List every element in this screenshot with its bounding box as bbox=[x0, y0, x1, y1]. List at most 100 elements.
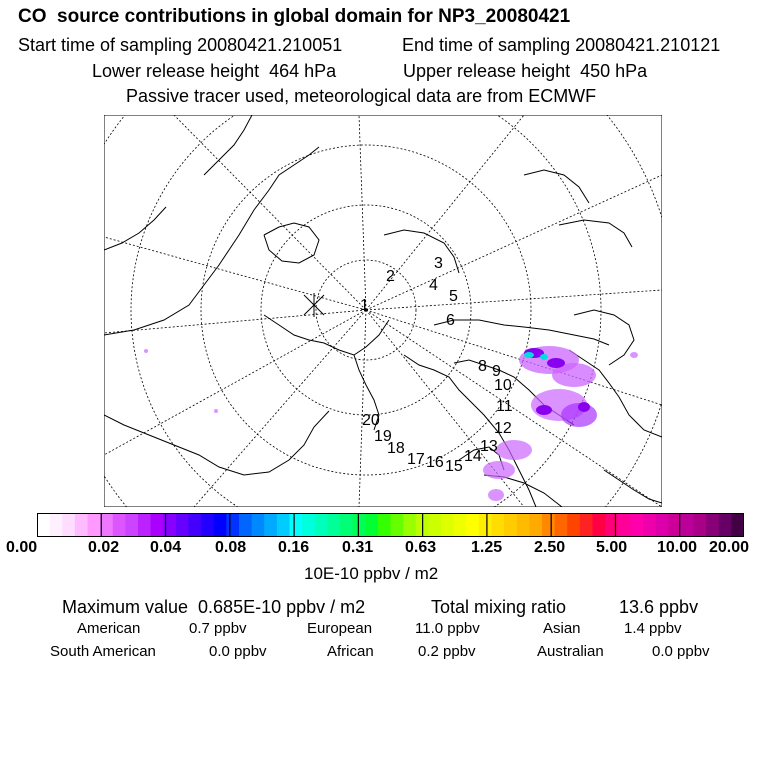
colorbar-swatch bbox=[466, 513, 480, 537]
region-south-american-value: 0.0 ppbv bbox=[209, 643, 267, 660]
colorbar-swatch bbox=[441, 513, 455, 537]
colorbar-swatch bbox=[706, 513, 720, 537]
colorbar-swatch bbox=[74, 513, 89, 537]
colorbar-tick-label: 0.08 bbox=[215, 539, 247, 556]
colorbar-swatch bbox=[150, 513, 164, 537]
colorbar-swatch bbox=[504, 513, 518, 537]
region-australian-value: 0.0 ppbv bbox=[652, 643, 710, 660]
colorbar-swatch bbox=[163, 513, 177, 537]
colorbar-tick-label: 2.50 bbox=[534, 539, 566, 556]
colorbar-tick-label: 0.02 bbox=[88, 539, 120, 556]
colorbar-swatch bbox=[403, 513, 417, 537]
colorbar-swatch bbox=[188, 513, 202, 537]
colorbar-swatch bbox=[112, 513, 126, 537]
trajectory-label: 6 bbox=[446, 312, 455, 329]
trajectory-label: 13 bbox=[480, 438, 498, 455]
colorbar-swatch bbox=[453, 513, 467, 537]
trajectory-label: 5 bbox=[449, 288, 458, 305]
region-south-american-name: South American bbox=[50, 643, 156, 660]
map-frame bbox=[104, 115, 662, 507]
colorbar-tick-label: 0.63 bbox=[405, 539, 437, 556]
colorbar-swatch bbox=[579, 513, 594, 537]
colorbar-swatch bbox=[138, 513, 152, 537]
trajectory-label: 2 bbox=[386, 268, 395, 285]
trajectory-label: 17 bbox=[407, 451, 425, 468]
colorbar-swatch bbox=[617, 513, 631, 537]
colorbar-swatch bbox=[605, 513, 619, 537]
colorbar-swatch bbox=[49, 513, 63, 537]
colorbar-tick-label: 5.00 bbox=[596, 539, 628, 556]
colorbar-swatch bbox=[668, 513, 682, 537]
colorbar-swatch bbox=[314, 513, 328, 537]
colorbar-swatch bbox=[125, 513, 139, 537]
region-african-name: African bbox=[327, 643, 374, 660]
colorbar-border bbox=[37, 513, 744, 537]
trajectory-label: 11 bbox=[496, 398, 513, 415]
tracer-note: Passive tracer used, meteorological data… bbox=[126, 86, 597, 106]
colorbar-swatch bbox=[428, 513, 442, 537]
colorbar-swatch bbox=[478, 513, 493, 537]
colorbar-swatch bbox=[62, 513, 76, 537]
colorbar-tick-label: 0.04 bbox=[150, 539, 182, 556]
colorbar-swatch bbox=[175, 513, 190, 537]
colorbar-swatch bbox=[516, 513, 530, 537]
colorbar-swatch bbox=[529, 513, 543, 537]
colorbar-swatch bbox=[377, 513, 392, 537]
colorbar-swatch bbox=[352, 513, 366, 537]
region-asian-name: Asian bbox=[543, 620, 581, 637]
trajectory-label: 3 bbox=[434, 255, 443, 272]
colorbar-swatch bbox=[718, 513, 732, 537]
colorbar-swatch bbox=[643, 513, 657, 537]
region-asian-value: 1.4 ppbv bbox=[624, 620, 682, 637]
colorbar-swatch bbox=[340, 513, 354, 537]
colorbar-tick-label: 10.00 bbox=[657, 539, 698, 556]
colorbar-units: 10E-10 ppbv / m2 bbox=[304, 564, 439, 583]
region-african-value: 0.2 ppbv bbox=[418, 643, 476, 660]
release-site-marker bbox=[303, 293, 325, 317]
colorbar-swatch bbox=[37, 513, 51, 537]
page-title: CO source contributions in global domain… bbox=[18, 6, 571, 27]
colorbar-swatch bbox=[226, 513, 240, 537]
colorbar-swatch bbox=[731, 513, 744, 537]
colorbar-swatch bbox=[276, 513, 291, 537]
colorbar-tick-label: 0.16 bbox=[278, 539, 310, 556]
colorbar-tick-label: 1.25 bbox=[471, 539, 503, 556]
colorbar-swatch bbox=[87, 513, 101, 537]
trajectory-label: 8 bbox=[478, 358, 487, 375]
colorbar-swatch bbox=[592, 513, 606, 537]
colorbar-tick-label: 0.00 bbox=[6, 539, 38, 556]
colorbar-swatch bbox=[100, 513, 114, 537]
trajectory-label: 1 bbox=[360, 297, 369, 314]
colorbar-swatch bbox=[213, 513, 227, 537]
colorbar-tick-label: 20.00 bbox=[709, 539, 750, 556]
maximum-value: Maximum value 0.685E-10 ppbv / m2 bbox=[62, 597, 366, 617]
colorbar-swatch bbox=[542, 513, 556, 537]
colorbar-tick-label: 0.31 bbox=[342, 539, 374, 556]
colorbar bbox=[37, 513, 744, 537]
trajectory-label: 19 bbox=[374, 428, 392, 445]
lower-release-height: Lower release height 464 hPa bbox=[92, 61, 337, 81]
coastlines bbox=[104, 115, 662, 507]
co-plume bbox=[144, 346, 638, 501]
region-european-value: 11.0 ppbv bbox=[415, 620, 480, 637]
upper-release-height: Upper release height 450 hPa bbox=[403, 61, 648, 81]
colorbar-swatch bbox=[201, 513, 215, 537]
trajectory-label: 4 bbox=[429, 277, 438, 294]
colorbar-swatch bbox=[630, 513, 644, 537]
trajectory-label: 20 bbox=[362, 412, 380, 429]
colorbar-swatch bbox=[289, 513, 303, 537]
trajectory-label: 18 bbox=[387, 440, 405, 457]
trajectory-label: 12 bbox=[494, 420, 512, 437]
region-american-name: American bbox=[77, 620, 141, 637]
colorbar-swatch bbox=[365, 513, 379, 537]
region-australian-name: Australian bbox=[537, 643, 604, 660]
colorbar-swatch bbox=[302, 513, 316, 537]
colorbar-swatch bbox=[251, 513, 265, 537]
end-time: End time of sampling 20080421.210121 bbox=[402, 35, 721, 55]
trajectory-label: 10 bbox=[494, 377, 512, 394]
trajectory-label: 14 bbox=[464, 448, 482, 465]
graticule bbox=[104, 115, 662, 507]
trajectory-label: 15 bbox=[445, 458, 463, 475]
